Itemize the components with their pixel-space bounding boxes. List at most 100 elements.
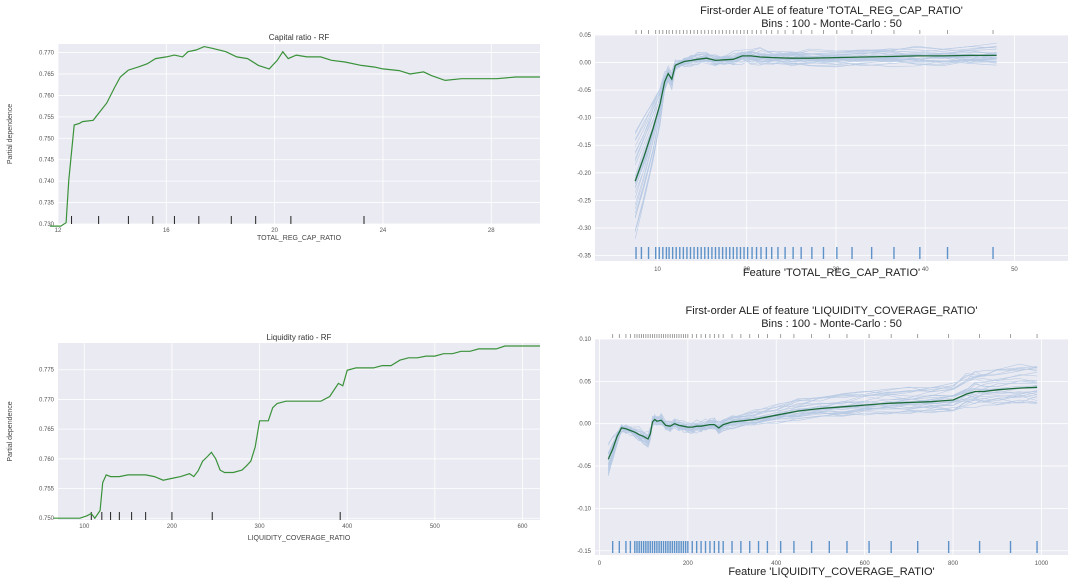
y-tick-label: 0.760 [39,457,55,463]
x-axis-label: LIQUIDITY_COVERAGE_RATIO [248,535,351,542]
y-tick-label: 0.770 [39,397,55,403]
x-axis-label: TOTAL_REG_CAP_RATIO [257,235,342,242]
y-tick-label: -0.25 [577,198,591,204]
monte-carlo-line [634,53,997,218]
x-tick-label: 1000 [1035,561,1049,567]
y-tick-label: 0.745 [39,158,55,164]
y-tick-label: 0.00 [579,422,591,428]
y-tick-label: 0.750 [39,136,55,142]
pdp-line [53,345,540,520]
x-tick-label: 200 [683,561,694,567]
monte-carlo-line [608,395,1038,454]
y-tick-label: -0.15 [577,143,591,149]
monte-carlo-line [608,391,1038,454]
chart-subtitle: Bins : 100 - Monte-Carlo : 50 [761,18,902,30]
monte-carlo-line [608,395,1038,444]
x-tick-label: 28 [488,228,495,234]
monte-carlo-line [608,380,1038,469]
monte-carlo-line [634,53,997,140]
y-tick-label: -0.10 [577,506,591,512]
monte-carlo-line [608,382,1038,465]
monte-carlo-line [608,366,1038,474]
x-axis-label: Feature 'TOTAL_REG_CAP_RATIO' [743,267,920,279]
y-tick-label: 0.05 [579,379,591,385]
y-tick-label: -0.05 [577,88,591,94]
y-axis-label: Partial dependence [7,104,14,164]
y-tick-label: 0.05 [579,33,591,39]
y-tick-label: 0.770 [39,51,55,57]
monte-carlo-line [608,371,1038,471]
pdp-line [49,45,540,227]
x-tick-label: 30 [833,267,840,273]
x-tick-label: 300 [255,524,266,530]
monte-carlo-line [634,54,997,214]
x-tick-label: 16 [163,228,170,234]
x-tick-label: 400 [342,524,353,530]
x-tick-label: 800 [948,561,959,567]
monte-carlo-line [634,46,997,239]
y-tick-label: 0.775 [39,368,55,374]
chart-title: First-order ALE of feature 'TOTAL_REG_CA… [700,5,963,17]
plot-area [595,35,1068,261]
ale-mean-line [607,386,1038,460]
monte-carlo-line [608,391,1038,457]
plot-area [58,44,540,224]
monte-carlo-line [608,368,1038,468]
y-tick-label: 0.735 [39,201,55,207]
x-tick-label: 500 [430,524,441,530]
pdp-liquidity-ratio: 100 200 300 400 500 600 0.750 0.755 0.760 0.765 0.… [7,333,540,542]
monte-carlo-line [608,367,1038,472]
monte-carlo-line [634,57,997,184]
monte-carlo-line [634,56,997,177]
monte-carlo-line [634,52,997,231]
monte-carlo-line [608,374,1038,474]
y-tick-label: 0.00 [579,61,591,67]
y-tick-label: 0.765 [39,427,55,433]
x-tick-label: 20 [743,267,750,273]
y-tick-label: -0.30 [577,226,591,232]
monte-carlo-line [634,46,997,159]
ale-capital-ratio: 10 20 30 40 50 0.05 0.00 -0.05 -0.10 -0.15 -0.20 -0… [577,5,1068,279]
y-tick-label: 0.755 [39,115,55,121]
x-tick-label: 50 [1011,267,1018,273]
monte-carlo-line [634,55,997,199]
monte-carlo-line [634,46,997,219]
monte-carlo-line [608,385,1038,466]
ale-liquidity-ratio: 0 200 400 600 800 1000 0.10 0.05 0.00 -0.05 -0.10 -… [577,305,1068,578]
x-tick-label: 40 [922,267,929,273]
monte-carlo-line [634,50,997,133]
plot-area [58,343,540,520]
y-tick-label: 0.760 [39,93,55,99]
x-axis-label: Feature 'LIQUIDITY_COVERAGE_RATIO' [728,566,934,578]
monte-carlo-line [608,401,1038,446]
x-tick-label: 24 [380,228,387,234]
y-tick-label: 0.750 [39,516,55,522]
monte-carlo-line [608,390,1038,460]
y-tick-label: 0.765 [39,72,55,78]
y-tick-label: 0.740 [39,179,55,185]
monte-carlo-line [634,58,997,147]
y-tick-label: -0.10 [577,116,591,122]
monte-carlo-line [634,56,997,209]
monte-carlo-line [634,55,997,154]
monte-carlo-line [634,53,997,134]
monte-carlo-lines [634,42,997,239]
chart-subtitle: Bins : 100 - Monte-Carlo : 50 [761,318,902,330]
y-axis-label: Partial dependence [7,401,14,461]
x-tick-label: 12 [55,228,62,234]
monte-carlo-line [634,51,997,193]
x-tick-label: 600 [517,524,528,530]
y-tick-label: -0.05 [577,464,591,470]
monte-carlo-line [634,53,997,232]
y-tick-label: -0.15 [577,549,591,555]
x-tick-label: 0 [598,561,602,567]
x-tick-label: 200 [167,524,178,530]
y-tick-label: 0.755 [39,487,55,493]
ale-mean-line [634,54,997,182]
monte-carlo-line [608,384,1038,466]
x-tick-label: 400 [771,561,782,567]
y-tick-label: 0.10 [579,337,591,343]
chart-title: Liquidity ratio - RF [267,333,332,342]
x-tick-label: 10 [654,267,661,273]
